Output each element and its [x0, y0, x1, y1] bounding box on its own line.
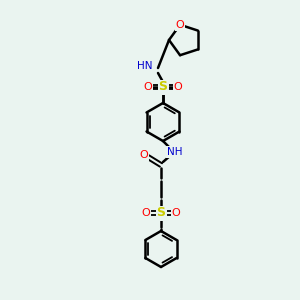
Text: O: O	[144, 82, 152, 92]
Text: O: O	[174, 82, 182, 92]
Text: S: S	[158, 80, 167, 94]
Text: HN: HN	[136, 61, 152, 71]
Text: O: O	[172, 208, 180, 218]
Text: S: S	[157, 206, 166, 220]
Text: O: O	[140, 150, 148, 160]
Text: O: O	[176, 20, 184, 30]
Text: O: O	[142, 208, 150, 218]
Text: NH: NH	[167, 147, 183, 157]
